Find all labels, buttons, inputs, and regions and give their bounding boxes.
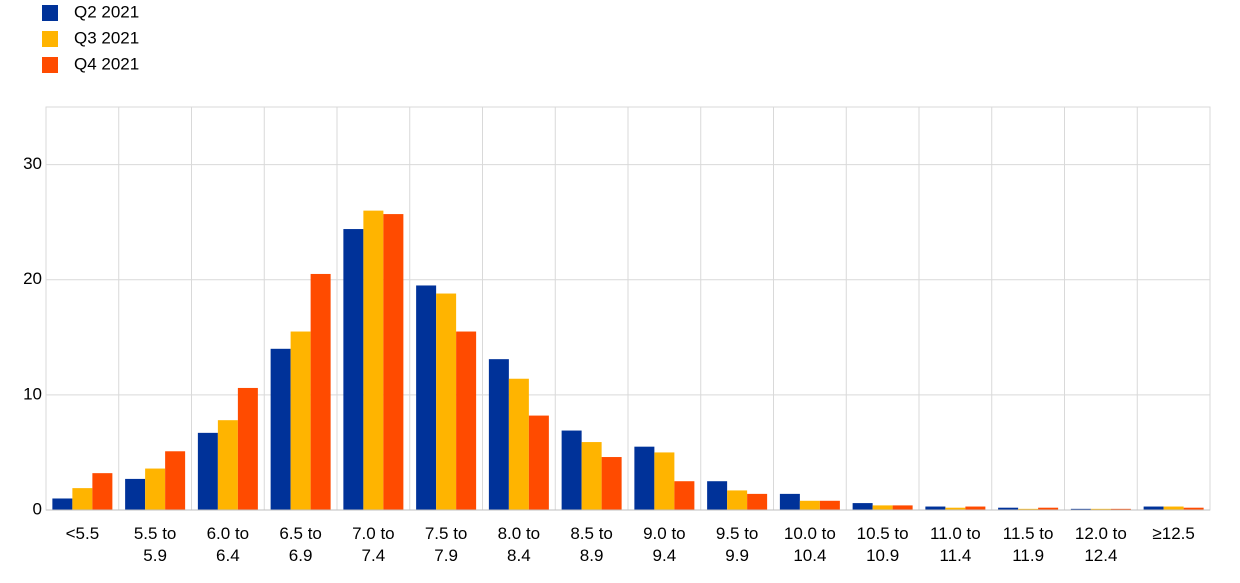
- bar: [290, 331, 311, 510]
- x-tick-label: 6.5 to 6.9: [279, 524, 322, 565]
- bar: [1070, 508, 1091, 510]
- legend-label: Q2 2021: [74, 2, 139, 21]
- bar: [383, 214, 404, 510]
- bar: [674, 481, 695, 510]
- x-tick-label: ≥12.5: [1152, 524, 1195, 543]
- bar: [363, 210, 384, 510]
- bar: [488, 359, 509, 510]
- bar: [528, 415, 549, 510]
- bar: [1090, 508, 1111, 510]
- bar: [145, 468, 166, 510]
- bar: [872, 505, 893, 510]
- x-tick-label: 9.0 to 9.4: [643, 524, 686, 565]
- x-tick-label: <5.5: [65, 524, 100, 543]
- legend-swatch: [42, 57, 58, 73]
- x-tick-label: 6.0 to 6.4: [206, 524, 250, 565]
- bar: [217, 420, 238, 510]
- bar: [1143, 506, 1164, 510]
- x-tick-label: 5.5 to 5.9: [133, 524, 177, 565]
- bar: [925, 506, 946, 510]
- bar: [1110, 508, 1131, 510]
- bar: [1183, 507, 1204, 510]
- bar: [727, 490, 748, 510]
- bar: [92, 473, 113, 510]
- x-tick-label: 7.5 to 7.9: [424, 524, 468, 565]
- x-tick-label: 10.0 to 10.4: [783, 524, 836, 565]
- bar: [707, 481, 728, 510]
- bar: [165, 451, 186, 510]
- bar: [1163, 506, 1184, 510]
- x-tick-label: 10.5 to 10.9: [856, 524, 909, 565]
- bar: [1038, 507, 1059, 510]
- bar: [892, 505, 913, 510]
- bar: [1018, 508, 1039, 510]
- bar: [945, 507, 966, 510]
- x-tick-label: 11.5 to 11.9: [1002, 524, 1054, 565]
- bar: [270, 348, 291, 510]
- bar: [819, 500, 840, 510]
- bar: [799, 500, 820, 510]
- legend-label: Q3 2021: [74, 28, 139, 47]
- bar: [508, 378, 529, 510]
- y-tick-label: 10: [23, 384, 42, 403]
- bar: [779, 493, 800, 510]
- bar: [965, 506, 986, 510]
- y-tick-label: 30: [23, 154, 42, 173]
- bar: [436, 293, 457, 510]
- bar: [456, 331, 477, 510]
- legend-label: Q4 2021: [74, 54, 139, 73]
- x-tick-label: 9.5 to 9.9: [715, 524, 759, 565]
- bar: [747, 493, 768, 510]
- x-tick-label: 11.0 to 11.4: [930, 524, 981, 565]
- bar: [343, 229, 364, 510]
- bar: [601, 457, 622, 510]
- x-tick-label: 8.5 to 8.9: [570, 524, 613, 565]
- bar: [634, 446, 655, 510]
- legend-swatch: [42, 5, 58, 21]
- x-tick-label: 12.0 to 12.4: [1074, 524, 1127, 565]
- bar: [310, 273, 331, 510]
- bar: [581, 442, 602, 510]
- bar: [125, 478, 146, 510]
- bar: [237, 387, 258, 510]
- bar: [998, 507, 1019, 510]
- bar: [852, 503, 873, 510]
- y-tick-label: 0: [33, 499, 42, 518]
- bar: [52, 498, 73, 510]
- x-tick-label: 8.0 to 8.4: [497, 524, 541, 565]
- bar: [72, 488, 93, 510]
- y-tick-label: 20: [23, 269, 42, 288]
- x-tick-label: 7.0 to 7.4: [352, 524, 395, 565]
- bar: [197, 432, 218, 510]
- legend-swatch: [42, 31, 58, 47]
- bar: [561, 430, 582, 510]
- bar: [416, 285, 437, 510]
- bar: [654, 452, 675, 510]
